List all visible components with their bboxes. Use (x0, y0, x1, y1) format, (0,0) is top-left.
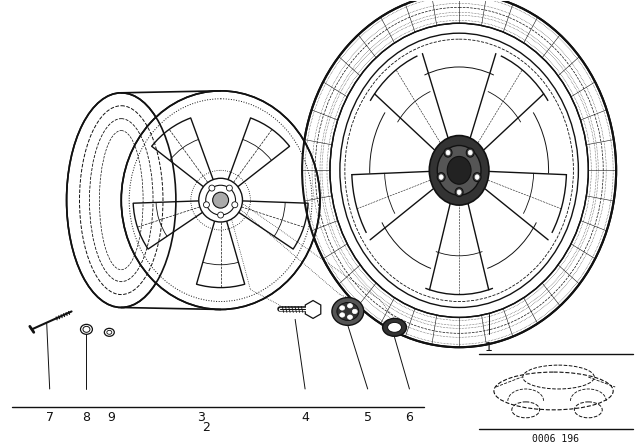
Ellipse shape (340, 306, 345, 310)
Ellipse shape (388, 323, 401, 332)
Ellipse shape (473, 172, 481, 181)
Ellipse shape (330, 23, 588, 318)
Ellipse shape (475, 175, 479, 179)
Ellipse shape (439, 175, 443, 179)
Ellipse shape (446, 151, 450, 155)
Ellipse shape (437, 172, 445, 181)
Ellipse shape (437, 146, 481, 195)
Ellipse shape (348, 315, 353, 319)
Ellipse shape (447, 156, 471, 184)
Text: 4: 4 (301, 411, 309, 424)
Ellipse shape (232, 202, 238, 208)
Ellipse shape (429, 136, 489, 205)
Ellipse shape (467, 148, 474, 157)
Text: 9: 9 (108, 411, 115, 424)
Ellipse shape (455, 188, 463, 197)
Text: 5: 5 (364, 411, 372, 424)
Ellipse shape (352, 309, 357, 314)
Text: 6: 6 (406, 411, 413, 424)
Text: 3: 3 (197, 411, 205, 424)
Ellipse shape (457, 190, 461, 194)
Text: 0006 196: 0006 196 (532, 434, 579, 444)
Ellipse shape (209, 185, 215, 191)
Ellipse shape (332, 297, 364, 325)
Ellipse shape (340, 313, 345, 317)
Ellipse shape (337, 302, 359, 320)
Text: 7: 7 (45, 411, 54, 424)
Ellipse shape (444, 148, 452, 157)
Text: 1: 1 (485, 341, 493, 354)
Ellipse shape (212, 192, 228, 208)
Ellipse shape (468, 151, 472, 155)
Text: 8: 8 (83, 411, 90, 424)
Ellipse shape (218, 212, 223, 218)
Ellipse shape (67, 93, 176, 307)
Ellipse shape (348, 304, 353, 308)
Ellipse shape (383, 319, 406, 336)
Ellipse shape (340, 33, 579, 307)
Ellipse shape (204, 202, 209, 208)
Ellipse shape (121, 91, 320, 310)
Ellipse shape (199, 178, 243, 222)
Text: 2: 2 (202, 421, 210, 434)
Ellipse shape (302, 0, 616, 347)
Ellipse shape (227, 185, 232, 191)
